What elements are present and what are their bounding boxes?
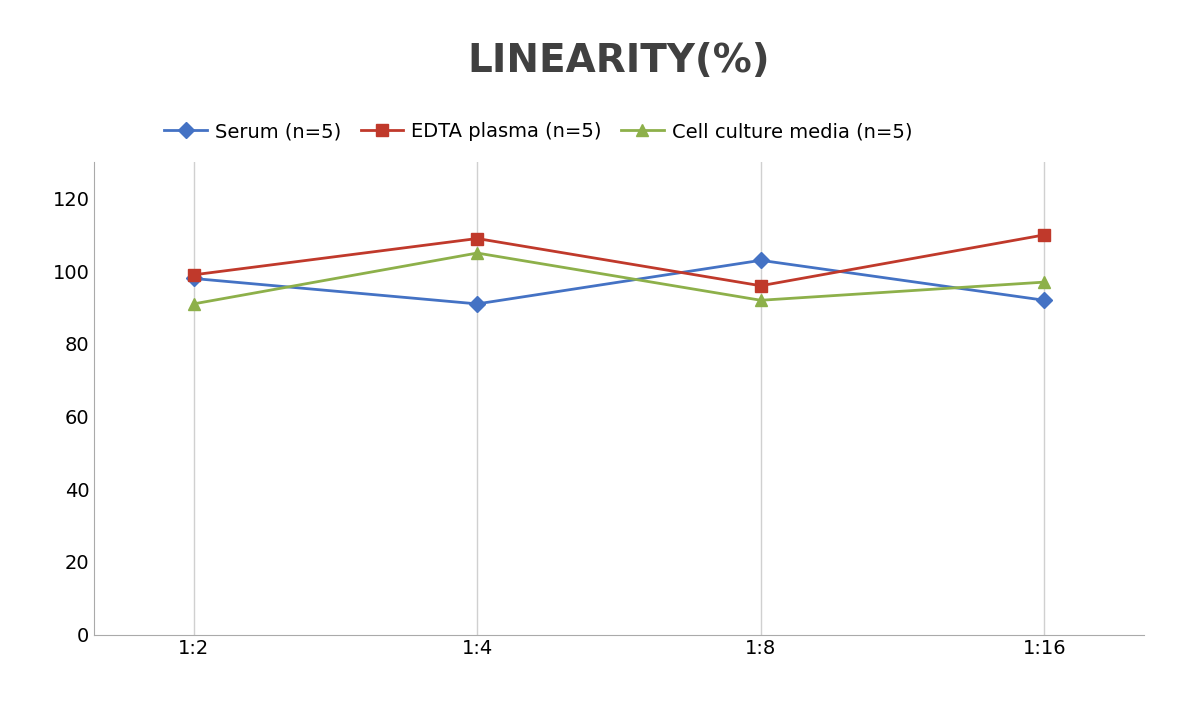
Cell culture media (n=5) [753,296,768,305]
Serum (n=5) [186,274,200,283]
EDTA plasma (n=5) [470,234,485,243]
Legend: Serum (n=5), EDTA plasma (n=5), Cell culture media (n=5): Serum (n=5), EDTA plasma (n=5), Cell cul… [157,114,920,149]
EDTA plasma (n=5) [1038,231,1052,239]
Line: Serum (n=5): Serum (n=5) [187,255,1050,309]
Text: LINEARITY(%): LINEARITY(%) [468,42,770,80]
Cell culture media (n=5) [1038,278,1052,286]
Cell culture media (n=5) [470,249,485,257]
EDTA plasma (n=5) [753,281,768,290]
Serum (n=5) [470,300,485,308]
Line: EDTA plasma (n=5): EDTA plasma (n=5) [187,229,1050,291]
Line: Cell culture media (n=5): Cell culture media (n=5) [187,247,1050,310]
Serum (n=5) [753,256,768,264]
Cell culture media (n=5) [186,300,200,308]
Serum (n=5) [1038,296,1052,305]
EDTA plasma (n=5) [186,271,200,279]
